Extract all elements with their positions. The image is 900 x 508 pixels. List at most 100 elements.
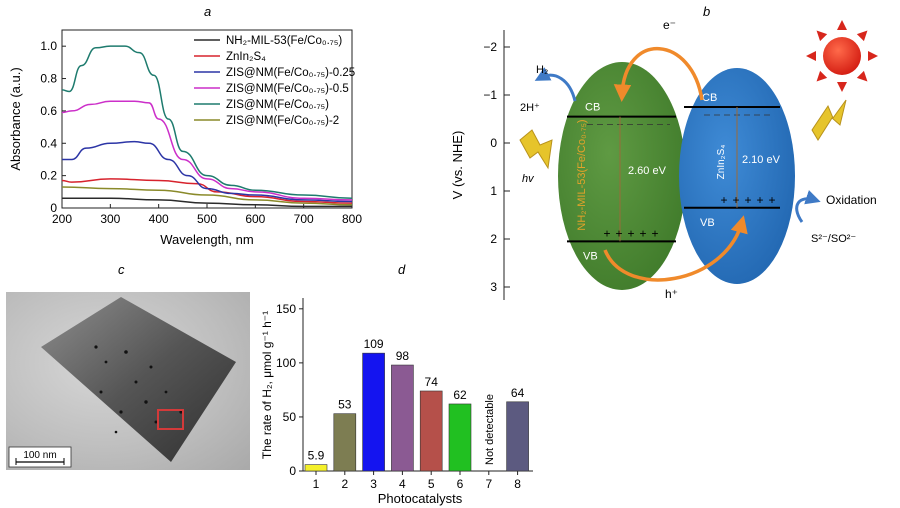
x-tick-label-d: 5 bbox=[428, 477, 435, 491]
x-tick-label-d: 1 bbox=[313, 477, 320, 491]
sun-ray bbox=[806, 51, 816, 61]
sun-ray bbox=[837, 82, 847, 92]
legend-entry: ZIS@NM(Fe/Co₀.₇₅)-0.25 bbox=[226, 67, 355, 79]
legend-entry: NH₂-MIL-53(Fe/Co₀.₇₅) bbox=[226, 35, 342, 47]
x-tick-label-a: 200 bbox=[52, 212, 72, 226]
series-line-1 bbox=[61, 197, 352, 208]
x-tick-label-d: 3 bbox=[370, 477, 377, 491]
inset-box bbox=[157, 409, 184, 430]
lightning-icon bbox=[811, 99, 847, 141]
semiconductor-mof bbox=[558, 62, 686, 290]
scale-bar-label: 100 nm bbox=[23, 450, 56, 461]
legend-entry: ZnIn₂S₄ bbox=[226, 51, 266, 63]
x-tick-label-a: 400 bbox=[149, 212, 169, 226]
oxidation-label: Oxidation bbox=[826, 193, 877, 207]
bar-5 bbox=[419, 390, 443, 472]
h2-label: H₂ bbox=[536, 64, 548, 76]
zis-gap: 2.10 eV bbox=[742, 154, 781, 166]
panel-label-c: c bbox=[118, 262, 125, 277]
hole-plus: + bbox=[603, 226, 610, 240]
hole-transfer-arrow bbox=[603, 215, 748, 282]
x-tick-label-a: 700 bbox=[294, 212, 314, 226]
series-line-6 bbox=[61, 186, 353, 206]
nanoparticles bbox=[94, 345, 183, 434]
tem-drawing: 100 nm bbox=[8, 297, 236, 468]
panel-label-d: d bbox=[398, 262, 406, 277]
bar-value-label: 98 bbox=[396, 349, 410, 363]
legend-a: NH₂-MIL-53(Fe/Co₀.₇₅) ZnIn₂S₄ ZIS@NM(Fe/Co… bbox=[194, 35, 355, 127]
x-tick-label-d: 4 bbox=[399, 477, 406, 491]
x-tick-label-a: 800 bbox=[342, 212, 362, 226]
electron-transfer-arrow bbox=[613, 46, 704, 102]
x-tick-label-d: 8 bbox=[514, 477, 521, 491]
y-tick-label-a: 0.6 bbox=[40, 104, 57, 118]
y-tick-label-d: 150 bbox=[276, 302, 296, 316]
bar-value-label: 62 bbox=[453, 388, 467, 402]
x-tick-label-a: 500 bbox=[197, 212, 217, 226]
hole-plus: + bbox=[768, 193, 775, 207]
hole-plus: + bbox=[744, 193, 751, 207]
bar-1 bbox=[304, 464, 328, 472]
sun-icon bbox=[806, 20, 878, 92]
y-tick-label-b: 0 bbox=[490, 136, 497, 150]
y-axis-label-b: V (vs. NHE) bbox=[450, 131, 465, 200]
h2-rate-chart: 0 50 100 150 1 2 3 4 5 6 7 8 5.9 53 109 98 74 62 Not dete… bbox=[260, 298, 533, 506]
y-axis-label-a: Absorbance (a.u.) bbox=[8, 67, 23, 170]
hole-plus: + bbox=[732, 193, 739, 207]
vb-label: VB bbox=[700, 217, 715, 229]
mof-label: NH₂-MIL-53(Fe/Co₀.₇₅) bbox=[576, 119, 588, 230]
y-tick-label-a: 0 bbox=[50, 201, 57, 215]
x-axis-label-a: Wavelength, nm bbox=[160, 232, 253, 247]
lightning-icon bbox=[519, 129, 553, 170]
y-tick-label-b: −2 bbox=[483, 40, 497, 54]
sacrificial-label: S²⁻/SO²⁻ bbox=[811, 233, 856, 245]
y-tick-label-d: 50 bbox=[283, 410, 297, 424]
bar-6 bbox=[448, 403, 472, 472]
not-detectable-label: Not detectable bbox=[484, 394, 496, 465]
proton-label: 2H⁺ bbox=[520, 102, 540, 114]
cb-label: CB bbox=[585, 102, 600, 114]
legend-entry: ZIS@NM(Fe/Co₀.₇₅)-2 bbox=[226, 115, 339, 127]
h2-evolution-arrow bbox=[534, 67, 577, 102]
absorbance-chart: 200 300 400 500 600 700 800 0 0.2 0.4 0.6 0.8 1.0 NH… bbox=[8, 29, 362, 247]
legend-entry: ZIS@NM(Fe/Co₀.₇₅)-0.5 bbox=[226, 83, 349, 95]
sun-ray bbox=[816, 70, 828, 82]
bar-value-label: 53 bbox=[338, 398, 352, 412]
x-axis-label-d: Photocatalysts bbox=[378, 491, 463, 506]
bar-4 bbox=[391, 364, 414, 472]
y-tick-label-b: −1 bbox=[483, 88, 497, 102]
y-tick-label-a: 0.8 bbox=[40, 72, 57, 86]
bar-value-label: 109 bbox=[364, 337, 384, 351]
cb-label: CB bbox=[702, 92, 717, 104]
bar-8 bbox=[506, 401, 529, 472]
y-tick-label-b: 3 bbox=[490, 280, 497, 294]
vb-label: VB bbox=[583, 250, 598, 262]
y-tick-label-b: 2 bbox=[490, 232, 497, 246]
series-line-4 bbox=[61, 100, 353, 201]
y-tick-label-d: 0 bbox=[289, 464, 296, 478]
x-tick-label-d: 6 bbox=[457, 477, 464, 491]
sun-ray bbox=[837, 20, 847, 30]
hv-label: hv bbox=[522, 173, 535, 185]
legend-entry: ZIS@NM(Fe/Co₀.₇₅) bbox=[226, 99, 329, 111]
series-line-5 bbox=[61, 45, 353, 200]
bar-value-label: 5.9 bbox=[308, 449, 325, 463]
x-tick-label-d: 2 bbox=[341, 477, 348, 491]
series-line-2 bbox=[61, 178, 353, 204]
bar-value-label: 64 bbox=[511, 386, 525, 400]
hole-label: h⁺ bbox=[665, 287, 678, 301]
panel-label-b: b bbox=[703, 4, 710, 19]
bar-3 bbox=[362, 352, 385, 472]
tem-image: 100 nm bbox=[6, 292, 250, 470]
series-line-3 bbox=[62, 140, 353, 203]
x-tick-label-a: 600 bbox=[245, 212, 265, 226]
hole-plus: + bbox=[720, 193, 727, 207]
x-tick-label-d: 7 bbox=[485, 477, 492, 491]
bar-2 bbox=[333, 413, 357, 472]
y-tick-label-a: 1.0 bbox=[40, 39, 57, 53]
hole-plus: + bbox=[651, 226, 658, 240]
sun-ray bbox=[856, 70, 868, 82]
y-tick-label-d: 100 bbox=[276, 356, 296, 370]
